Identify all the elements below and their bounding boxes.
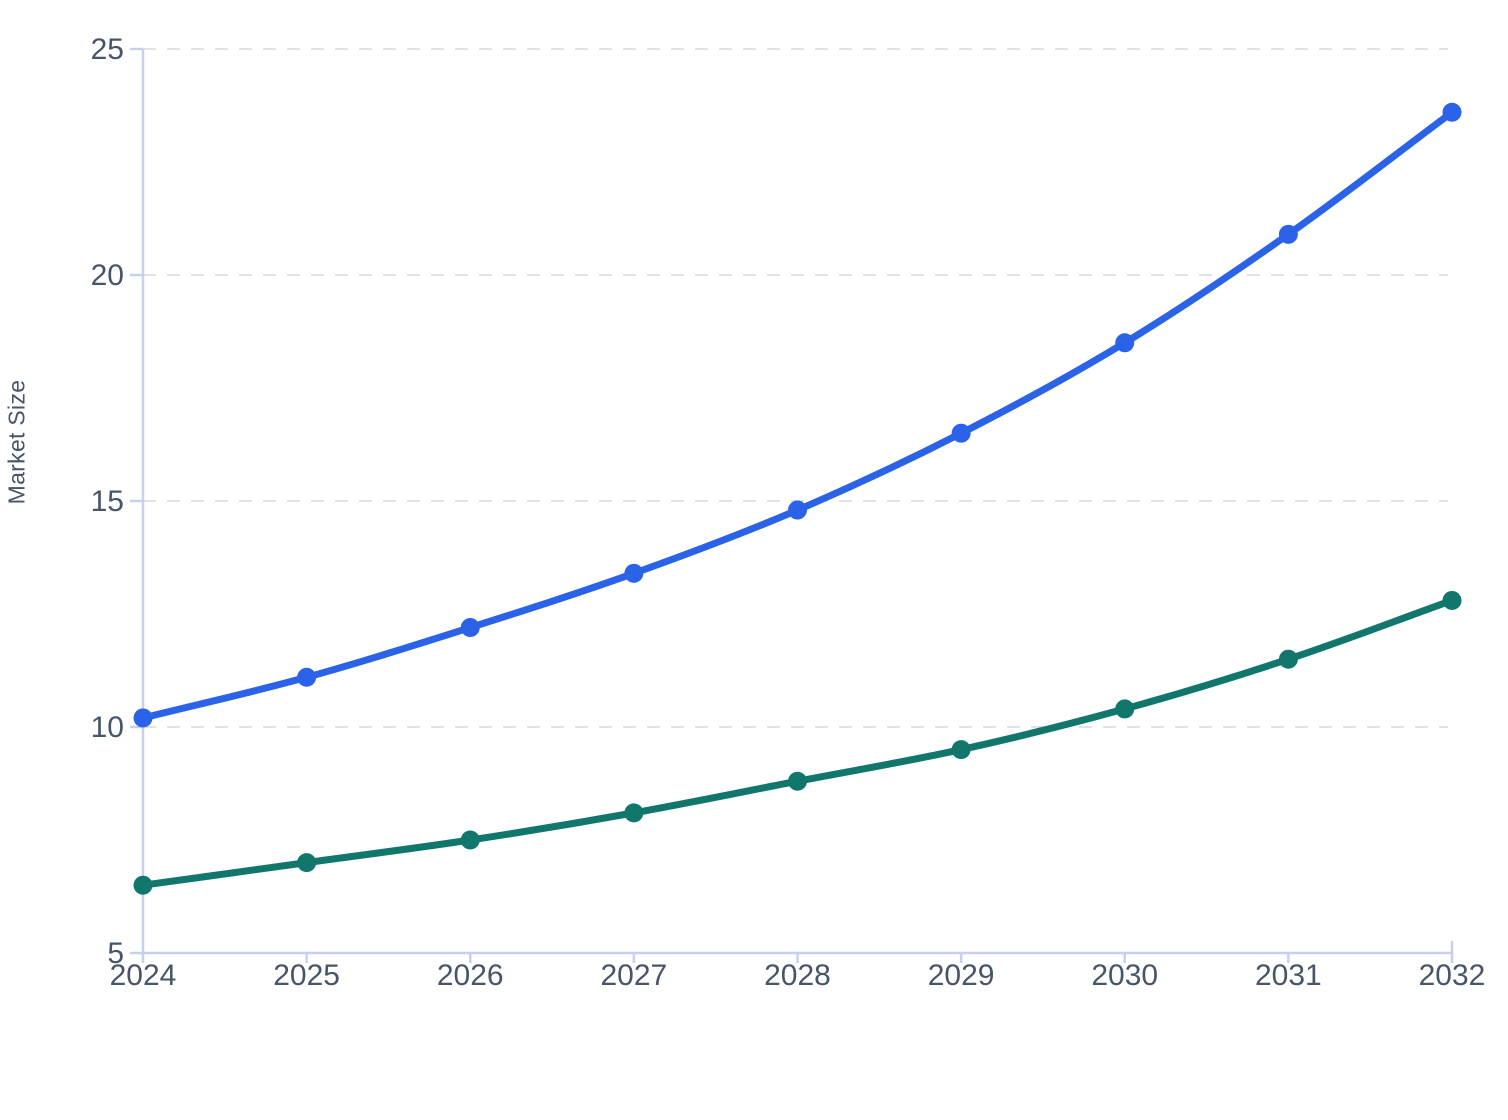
data-point-blue-series-2030 xyxy=(1115,333,1135,353)
y-tick-label-25: 25 xyxy=(91,33,124,66)
x-tick-label-2028: 2028 xyxy=(764,959,831,992)
data-point-green-series-2032 xyxy=(1442,590,1462,610)
data-point-green-series-2024 xyxy=(133,875,153,895)
data-point-green-series-2027 xyxy=(624,803,644,823)
data-point-green-series-2026 xyxy=(460,830,480,850)
data-point-blue-series-2029 xyxy=(951,423,971,443)
series-line-blue-series xyxy=(139,108,1456,722)
data-point-green-series-2031 xyxy=(1278,649,1298,669)
y-tick-label-5: 5 xyxy=(107,937,124,970)
x-tick-label-2029: 2029 xyxy=(928,959,995,992)
x-tick-label-2032: 2032 xyxy=(1419,959,1486,992)
x-tick-label-2030: 2030 xyxy=(1091,959,1158,992)
data-point-blue-series-2032 xyxy=(1442,102,1462,122)
y-tick-label-20: 20 xyxy=(91,259,124,292)
x-tick-label-2027: 2027 xyxy=(601,959,668,992)
data-point-green-series-2029 xyxy=(951,740,971,760)
data-point-green-series-2025 xyxy=(297,853,317,873)
x-tick-label-2024: 2024 xyxy=(110,959,177,992)
data-point-blue-series-2027 xyxy=(624,563,644,583)
data-point-blue-series-2025 xyxy=(297,667,317,687)
y-axis-title: Market Size xyxy=(3,379,30,505)
data-point-green-series-2028 xyxy=(788,771,807,791)
x-tick-label-2025: 2025 xyxy=(273,959,340,992)
data-point-green-series-2030 xyxy=(1115,699,1135,719)
series-line-green-series xyxy=(139,596,1456,889)
y-tick-label-15: 15 xyxy=(91,485,124,518)
y-tick-label-10: 10 xyxy=(91,711,124,744)
data-point-blue-series-2024 xyxy=(133,708,153,728)
data-point-blue-series-2031 xyxy=(1278,224,1298,244)
data-point-blue-series-2026 xyxy=(460,618,480,638)
x-tick-label-2031: 2031 xyxy=(1255,959,1322,992)
data-point-blue-series-2028 xyxy=(788,500,807,520)
x-tick-label-2026: 2026 xyxy=(437,959,504,992)
